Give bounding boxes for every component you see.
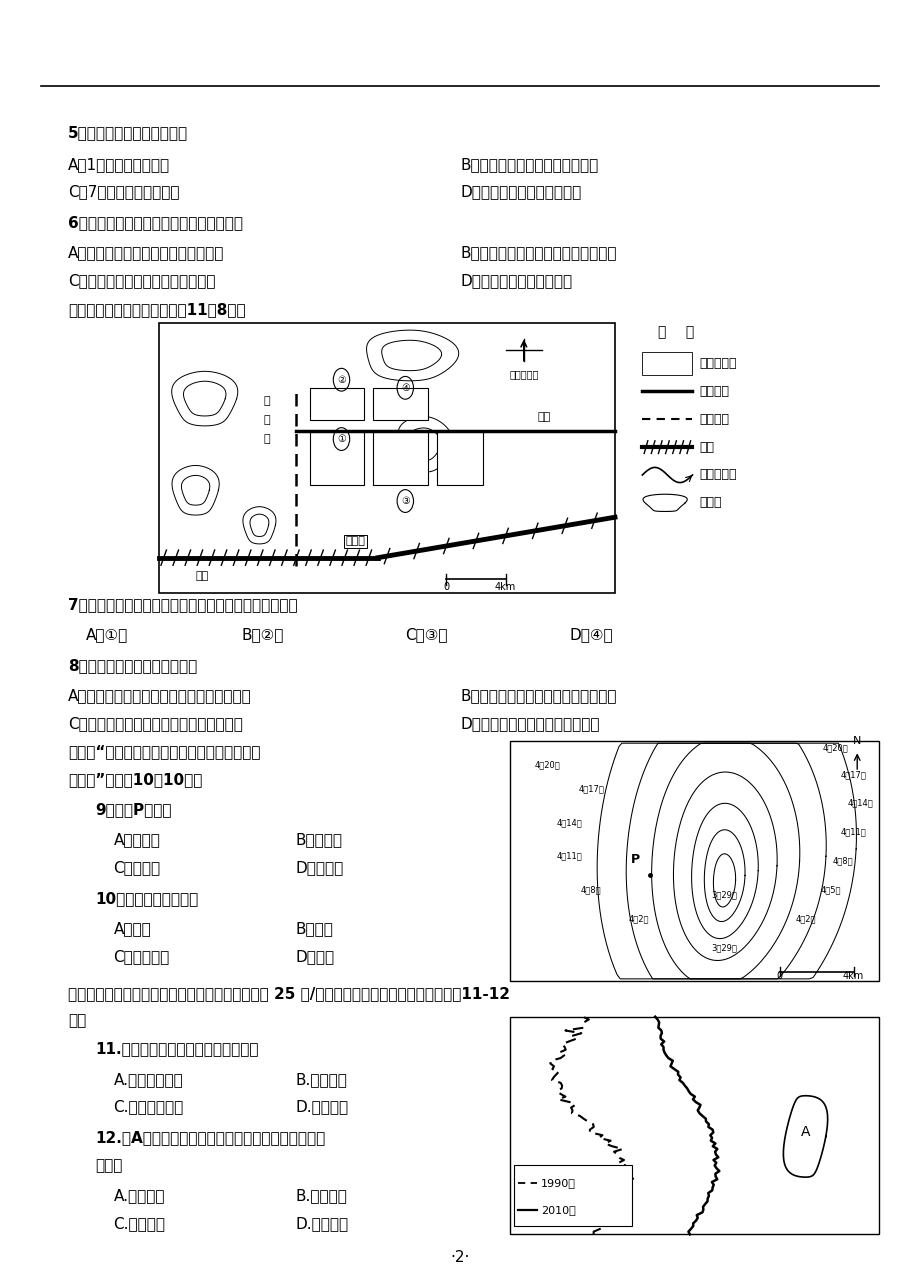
Text: 河流及流向: 河流及流向 xyxy=(699,469,736,482)
Text: C.东北多西南少: C.东北多西南少 xyxy=(113,1099,184,1115)
Bar xyxy=(510,740,879,981)
Text: 确的是: 确的是 xyxy=(96,1158,122,1173)
Text: 新: 新 xyxy=(264,396,270,406)
Text: D.均匀分布: D.均匀分布 xyxy=(296,1099,348,1115)
Text: C．人口和城市主要分布在中部平原: C．人口和城市主要分布在中部平原 xyxy=(68,273,215,288)
Text: 新国道线: 新国道线 xyxy=(699,413,729,426)
Text: C．改善城区交通条件，缓解城区交通拥堵: C．改善城区交通条件，缓解城区交通拥堵 xyxy=(68,716,243,731)
Text: A.水源充足: A.水源充足 xyxy=(113,1189,165,1203)
Text: D．农耕区: D．农耕区 xyxy=(296,860,344,875)
Text: 右图为“某平原地区土壤表层解冻起始日期的等: 右图为“某平原地区土壤表层解冻起始日期的等 xyxy=(68,744,260,759)
Text: 4月2日: 4月2日 xyxy=(629,915,649,924)
Text: B．②处: B．②处 xyxy=(241,628,283,642)
Text: A．草原区: A．草原区 xyxy=(113,833,160,847)
Text: A．1月降水量南多北少: A．1月降水量南多北少 xyxy=(68,157,170,172)
Text: 4月2日: 4月2日 xyxy=(794,915,815,924)
Text: B．方便市民出行时转换交通运输方式: B．方便市民出行时转换交通运输方式 xyxy=(460,688,616,703)
Text: 3月29日: 3月29日 xyxy=(710,943,736,952)
Text: 国: 国 xyxy=(264,415,270,424)
Text: C.交通便利: C.交通便利 xyxy=(113,1217,165,1231)
Text: 4月8日: 4月8日 xyxy=(831,856,852,865)
Bar xyxy=(159,324,614,592)
Text: 4月11日: 4月11日 xyxy=(840,828,866,837)
Text: A．①处: A．①处 xyxy=(86,628,129,642)
Text: D．自然景观呢半环状分布: D．自然景观呢半环状分布 xyxy=(460,273,572,288)
Text: A．美国: A．美国 xyxy=(113,921,151,936)
Text: 6．下列地理事物的描述，属图示国家的是: 6．下列地理事物的描述，属图示国家的是 xyxy=(68,215,243,229)
Text: 火车站: 火车站 xyxy=(345,536,365,547)
Text: 0: 0 xyxy=(443,582,448,592)
Text: 国道: 国道 xyxy=(537,413,550,422)
Text: 原国道线: 原国道线 xyxy=(699,385,729,397)
Text: D．将城区的交通污染转移到城外: D．将城区的交通污染转移到城外 xyxy=(460,716,599,731)
Text: 4km: 4km xyxy=(494,582,516,592)
Text: C．7月气温自北向南递减: C．7月气温自北向南递减 xyxy=(68,185,179,200)
Text: 値线图”。完戕10－10题。: 値线图”。完戕10－10题。 xyxy=(68,772,202,787)
Text: 道: 道 xyxy=(264,433,270,443)
Text: 4月17日: 4月17日 xyxy=(578,785,604,794)
Text: B．都市区: B．都市区 xyxy=(296,833,343,847)
Text: B．甲地降水量季节变化比乙地小: B．甲地降水量季节变化比乙地小 xyxy=(460,157,597,172)
Text: B．法国: B．法国 xyxy=(296,921,334,936)
Text: 鐵路: 鐵路 xyxy=(196,571,209,581)
Text: 2010年: 2010年 xyxy=(540,1205,575,1215)
Text: 8．该城市国道改道主要是为了: 8．该城市国道改道主要是为了 xyxy=(68,657,197,673)
Text: 4月11日: 4月11日 xyxy=(556,852,582,861)
Text: B．雨热同期，农业以水稺种植业为主: B．雨热同期，农业以水稺种植业为主 xyxy=(460,246,616,260)
Text: ·2·: ·2· xyxy=(449,1250,470,1265)
Text: A．引导城市建成区在空间上往南、往西发展: A．引导城市建成区在空间上往南、往西发展 xyxy=(68,688,252,703)
Text: 0: 0 xyxy=(776,971,782,981)
Text: 11.对该地区人口分布描述，正确的是: 11.对该地区人口分布描述，正确的是 xyxy=(96,1041,258,1056)
Text: 等高线: 等高线 xyxy=(699,497,721,510)
Text: 城市建成区: 城市建成区 xyxy=(699,357,736,371)
Text: 图    例: 图 例 xyxy=(657,325,693,339)
Text: 7．该城市布局总体合理，钔鐵企业最有可能布局在图中: 7．该城市布局总体合理，钔鐵企业最有可能布局在图中 xyxy=(68,598,297,612)
Bar xyxy=(373,387,427,420)
Bar xyxy=(309,431,364,485)
Text: D．巴西: D．巴西 xyxy=(296,949,335,964)
Text: ④: ④ xyxy=(401,382,409,392)
Text: 4月17日: 4月17日 xyxy=(840,769,866,778)
Text: 4月20日: 4月20日 xyxy=(534,761,560,769)
Text: 1990年: 1990年 xyxy=(540,1177,575,1187)
Text: B.资源开发: B.资源开发 xyxy=(296,1189,347,1203)
Bar xyxy=(514,1164,631,1226)
Text: 9．推测P地属于: 9．推测P地属于 xyxy=(96,803,172,817)
Text: 4月20日: 4月20日 xyxy=(822,744,847,753)
Text: P: P xyxy=(630,854,640,866)
Text: B.南多北少: B.南多北少 xyxy=(296,1071,347,1087)
Text: C．澳大利亚: C．澳大利亚 xyxy=(113,949,170,964)
Bar xyxy=(641,352,692,375)
Text: 4月5日: 4月5日 xyxy=(821,885,841,894)
Text: 读下面某城区分布略图，完戕11－8题。: 读下面某城区分布略图，完戕11－8题。 xyxy=(68,302,245,317)
Bar xyxy=(373,431,427,485)
Text: D．甲地气温年较差比乙地大: D．甲地气温年较差比乙地大 xyxy=(460,185,581,200)
Text: 题。: 题。 xyxy=(68,1014,86,1028)
Text: ③: ③ xyxy=(401,496,409,506)
Text: 4月14日: 4月14日 xyxy=(847,799,873,808)
Text: 4km: 4km xyxy=(842,971,863,981)
Text: 4月8日: 4月8日 xyxy=(581,885,601,894)
Bar xyxy=(309,387,364,420)
Text: 某干旱半干旱地区人口持续增长。下图示意该地区 25 人/平方千米等人口密度线的变化。完戕11-12: 某干旱半干旱地区人口持续增长。下图示意该地区 25 人/平方千米等人口密度线的变… xyxy=(68,986,509,1000)
Bar xyxy=(510,1017,879,1235)
Text: 3月29日: 3月29日 xyxy=(710,891,736,899)
Text: C．③处: C．③处 xyxy=(405,628,448,642)
Text: A．地处亚欧板块和太平洋板块交界处: A．地处亚欧板块和太平洋板块交界处 xyxy=(68,246,224,260)
Text: ②: ② xyxy=(336,375,346,385)
Text: A.西北多东南少: A.西北多东南少 xyxy=(113,1071,183,1087)
Text: 4月14日: 4月14日 xyxy=(556,818,582,827)
Text: 风向玫瑰图: 风向玫瑰图 xyxy=(508,369,538,380)
Text: 鐵路: 鐵路 xyxy=(699,441,714,454)
Text: 12.若A地区人口密度高于周边地域，其原因表述不正: 12.若A地区人口密度高于周边地域，其原因表述不正 xyxy=(96,1130,325,1145)
Text: 10．图示区域可能位于: 10．图示区域可能位于 xyxy=(96,891,199,906)
Text: A: A xyxy=(800,1125,810,1139)
Text: N: N xyxy=(852,735,860,745)
Text: D.地势高峻: D.地势高峻 xyxy=(296,1217,348,1231)
Text: 5．对该图的表述，正确的是: 5．对该图的表述，正确的是 xyxy=(68,125,187,140)
Bar xyxy=(437,431,482,485)
Text: ①: ① xyxy=(336,434,346,445)
Text: D．④处: D．④处 xyxy=(569,628,612,642)
Text: C．森林区: C．森林区 xyxy=(113,860,161,875)
